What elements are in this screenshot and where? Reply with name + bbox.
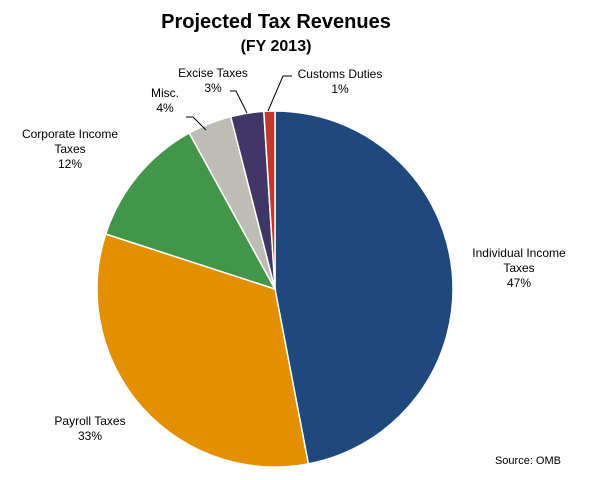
slice-label: Customs Duties 1% [298,67,383,96]
pie-slice [96,233,310,468]
slice-name-label: Customs Duties [298,67,383,81]
slice-value-label: 47% [507,276,531,290]
slice-value-label: 1% [331,82,349,96]
slice-label: Misc. 4% [151,86,179,115]
slice-label: Individual Income Taxes 47% [472,246,566,290]
leader-lines [186,75,292,131]
leader-line-customs [267,75,292,112]
pie-slice [274,110,454,465]
leader-line-excise [230,90,248,114]
slice-name-label: Individual Income [472,246,566,260]
slice-labels: Individual Income Taxes 47%Payroll Taxes 33… [22,66,566,443]
chart-subtitle: (FY 2013) [241,38,312,55]
leader-line-misc [186,116,207,131]
pie-slices [96,110,454,468]
slice-name-label: Taxes [54,142,85,156]
slice-name-label: Excise Taxes [178,66,248,80]
slice-value-label: 3% [204,81,222,95]
source-note: Source: OMB [495,455,561,467]
slice-label: Payroll Taxes 33% [54,414,125,443]
slice-value-label: 4% [156,101,174,115]
slice-value-label: 12% [58,157,82,171]
slice-label: Excise Taxes 3% [178,66,248,95]
slice-name-label: Misc. [151,86,179,100]
slice-name-label: Payroll Taxes [54,414,125,428]
chart-title: Projected Tax Revenues [161,11,391,33]
slice-name-label: Corporate Income [22,127,118,141]
slice-name-label: Taxes [503,261,534,275]
slice-label: Corporate Income Taxes 12% [22,127,118,171]
pie-slice [263,110,276,290]
slice-value-label: 33% [78,429,102,443]
pie-slice [104,132,277,291]
